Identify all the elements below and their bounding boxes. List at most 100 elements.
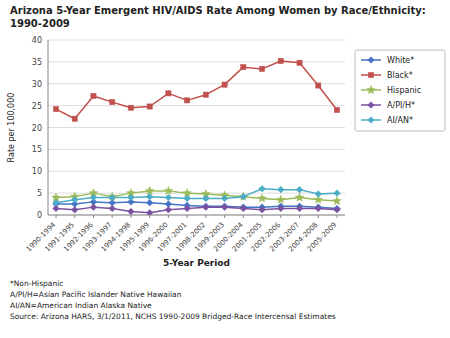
series [53, 204, 341, 215]
x-tick [187, 215, 188, 218]
chart: Arizona 5-Year Emergent HIV/AIDS Rate Am… [0, 0, 450, 338]
series-line [56, 207, 337, 213]
x-tick-label: 2005-2009 [306, 221, 339, 254]
x-tick [205, 215, 206, 218]
legend-label: White* [387, 56, 414, 65]
x-tick [318, 215, 319, 218]
x-tick [149, 215, 150, 218]
legend-box [355, 50, 445, 131]
point [90, 194, 97, 201]
point [259, 66, 264, 71]
point [109, 205, 116, 212]
point [71, 196, 78, 203]
point [110, 100, 115, 105]
x-tick [168, 215, 169, 218]
point [164, 186, 173, 194]
point [222, 82, 227, 87]
x-tick [243, 215, 244, 218]
point [296, 186, 303, 193]
point [259, 185, 266, 192]
x-tick [280, 215, 281, 218]
background [0, 0, 450, 338]
plot-area [52, 58, 342, 215]
point [334, 107, 339, 112]
legend-marker [368, 102, 375, 109]
grid-line [48, 149, 345, 150]
point [297, 60, 302, 65]
point [258, 194, 267, 202]
point [165, 206, 172, 213]
point [185, 98, 190, 103]
point [221, 204, 228, 211]
legend-label: Hispanic [387, 86, 421, 95]
point [108, 192, 117, 200]
point [128, 208, 135, 215]
footnote-line: *Non-Hispanic [10, 279, 63, 288]
footnote-line: A/PI/H=Asian Pacific Islander Native Haw… [10, 290, 182, 299]
point [259, 206, 266, 213]
point [333, 197, 342, 205]
series [53, 185, 341, 206]
point [203, 195, 210, 202]
y-tick-label: 40 [32, 36, 42, 45]
point [184, 205, 191, 212]
grid-line [48, 215, 345, 216]
point [165, 194, 172, 201]
point [334, 190, 341, 197]
series-line [56, 189, 337, 203]
point [128, 105, 133, 110]
point [53, 199, 60, 206]
y-tick-label: 35 [32, 58, 42, 67]
point [203, 204, 210, 211]
series-line [56, 61, 337, 119]
point [278, 205, 285, 212]
point [296, 205, 303, 212]
footnote-line: Source: Arizona HARS, 3/1/2011, NCHS 199… [10, 312, 336, 321]
x-tick [337, 215, 338, 218]
point [334, 206, 341, 213]
point [71, 206, 78, 213]
x-tick [262, 215, 263, 218]
point [184, 195, 191, 202]
point [221, 195, 228, 202]
point [277, 195, 286, 203]
series [53, 58, 339, 121]
point [316, 83, 321, 88]
point [53, 107, 58, 112]
grid-line [48, 40, 345, 41]
y-tick-label: 20 [32, 124, 42, 133]
point [239, 192, 248, 200]
point [91, 93, 96, 98]
y-tick-label: 10 [32, 167, 42, 176]
y-tick-label: 30 [32, 80, 42, 89]
point [221, 203, 228, 210]
point [146, 199, 153, 206]
legend: White* Black* Hispanic A/PI/H* AI/AN* [355, 50, 445, 131]
title-line: Arizona 5-Year Emergent HIV/AIDS Rate Am… [10, 5, 426, 16]
y-axis-line [48, 40, 49, 215]
x-tick [112, 215, 113, 218]
point [315, 205, 322, 212]
legend-marker [368, 117, 375, 124]
legend-marker [368, 57, 375, 64]
footnote-line: AI/AN=American Indian Alaska Native [10, 301, 152, 310]
legend-label: Black* [387, 71, 413, 80]
point [109, 194, 116, 201]
point [147, 104, 152, 109]
point [166, 91, 171, 96]
footnote: *Non-Hispanic A/PI/H=Asian Pacific Island… [10, 279, 336, 321]
point [90, 204, 97, 211]
x-tick [130, 215, 131, 218]
point [203, 203, 210, 210]
grid-line [48, 171, 345, 172]
x-tick [93, 215, 94, 218]
title: Arizona 5-Year Emergent HIV/AIDS Rate Am… [10, 5, 426, 29]
legend-marker [368, 72, 373, 77]
point [240, 193, 247, 200]
legend-label: AI/AN* [387, 116, 413, 125]
y-axis-label: Rate per 100,000 [7, 93, 16, 163]
y-tick-label: 15 [32, 145, 42, 154]
x-tick [56, 215, 57, 218]
legend-label: A/PI/H* [387, 101, 415, 110]
x-tick [224, 215, 225, 218]
